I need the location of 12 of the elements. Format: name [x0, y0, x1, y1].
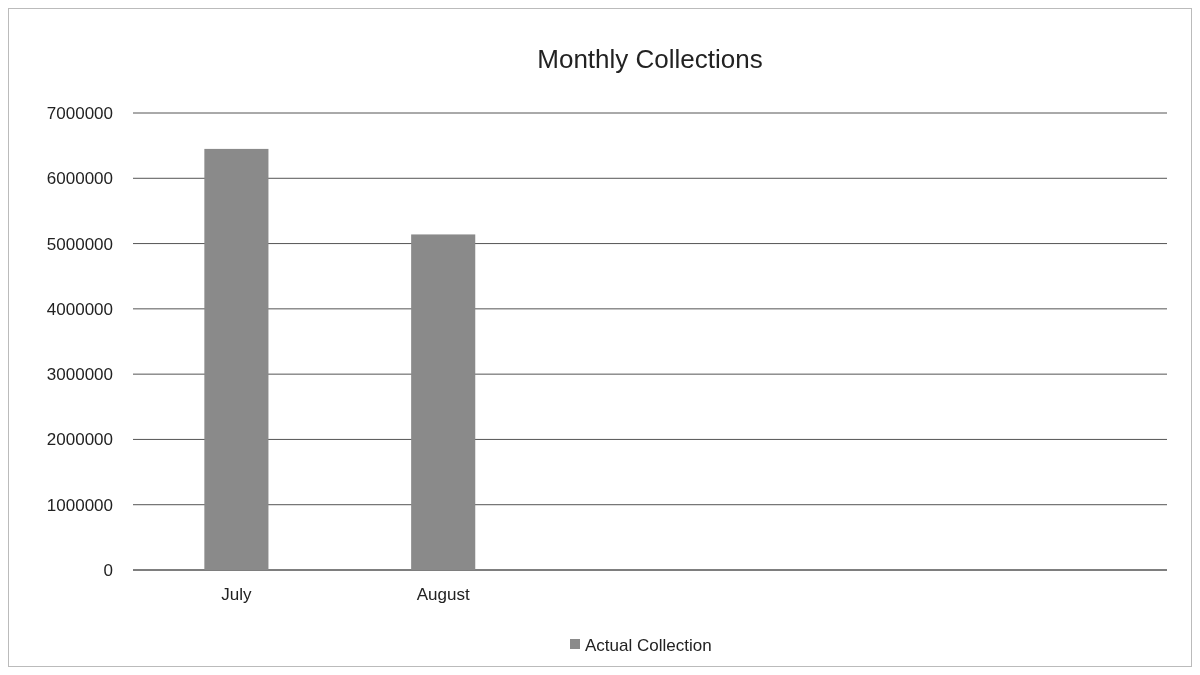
y-tick-label: 3000000 [46, 365, 113, 385]
y-tick-label: 2000000 [46, 430, 113, 450]
x-tick-label: August [416, 585, 470, 604]
x-tick-label: July [221, 585, 253, 604]
y-tick-label: 7000000 [46, 103, 113, 123]
y-tick-label: 6000000 [46, 169, 113, 189]
y-tick-label: 5000000 [46, 234, 113, 254]
y-tick-label: 1000000 [46, 495, 113, 515]
y-tick-label: 0 [103, 560, 113, 580]
legend-label: Actual Collection [585, 635, 712, 655]
chart-title: Monthly Collections [537, 44, 763, 74]
y-tick-label: 4000000 [46, 299, 113, 319]
